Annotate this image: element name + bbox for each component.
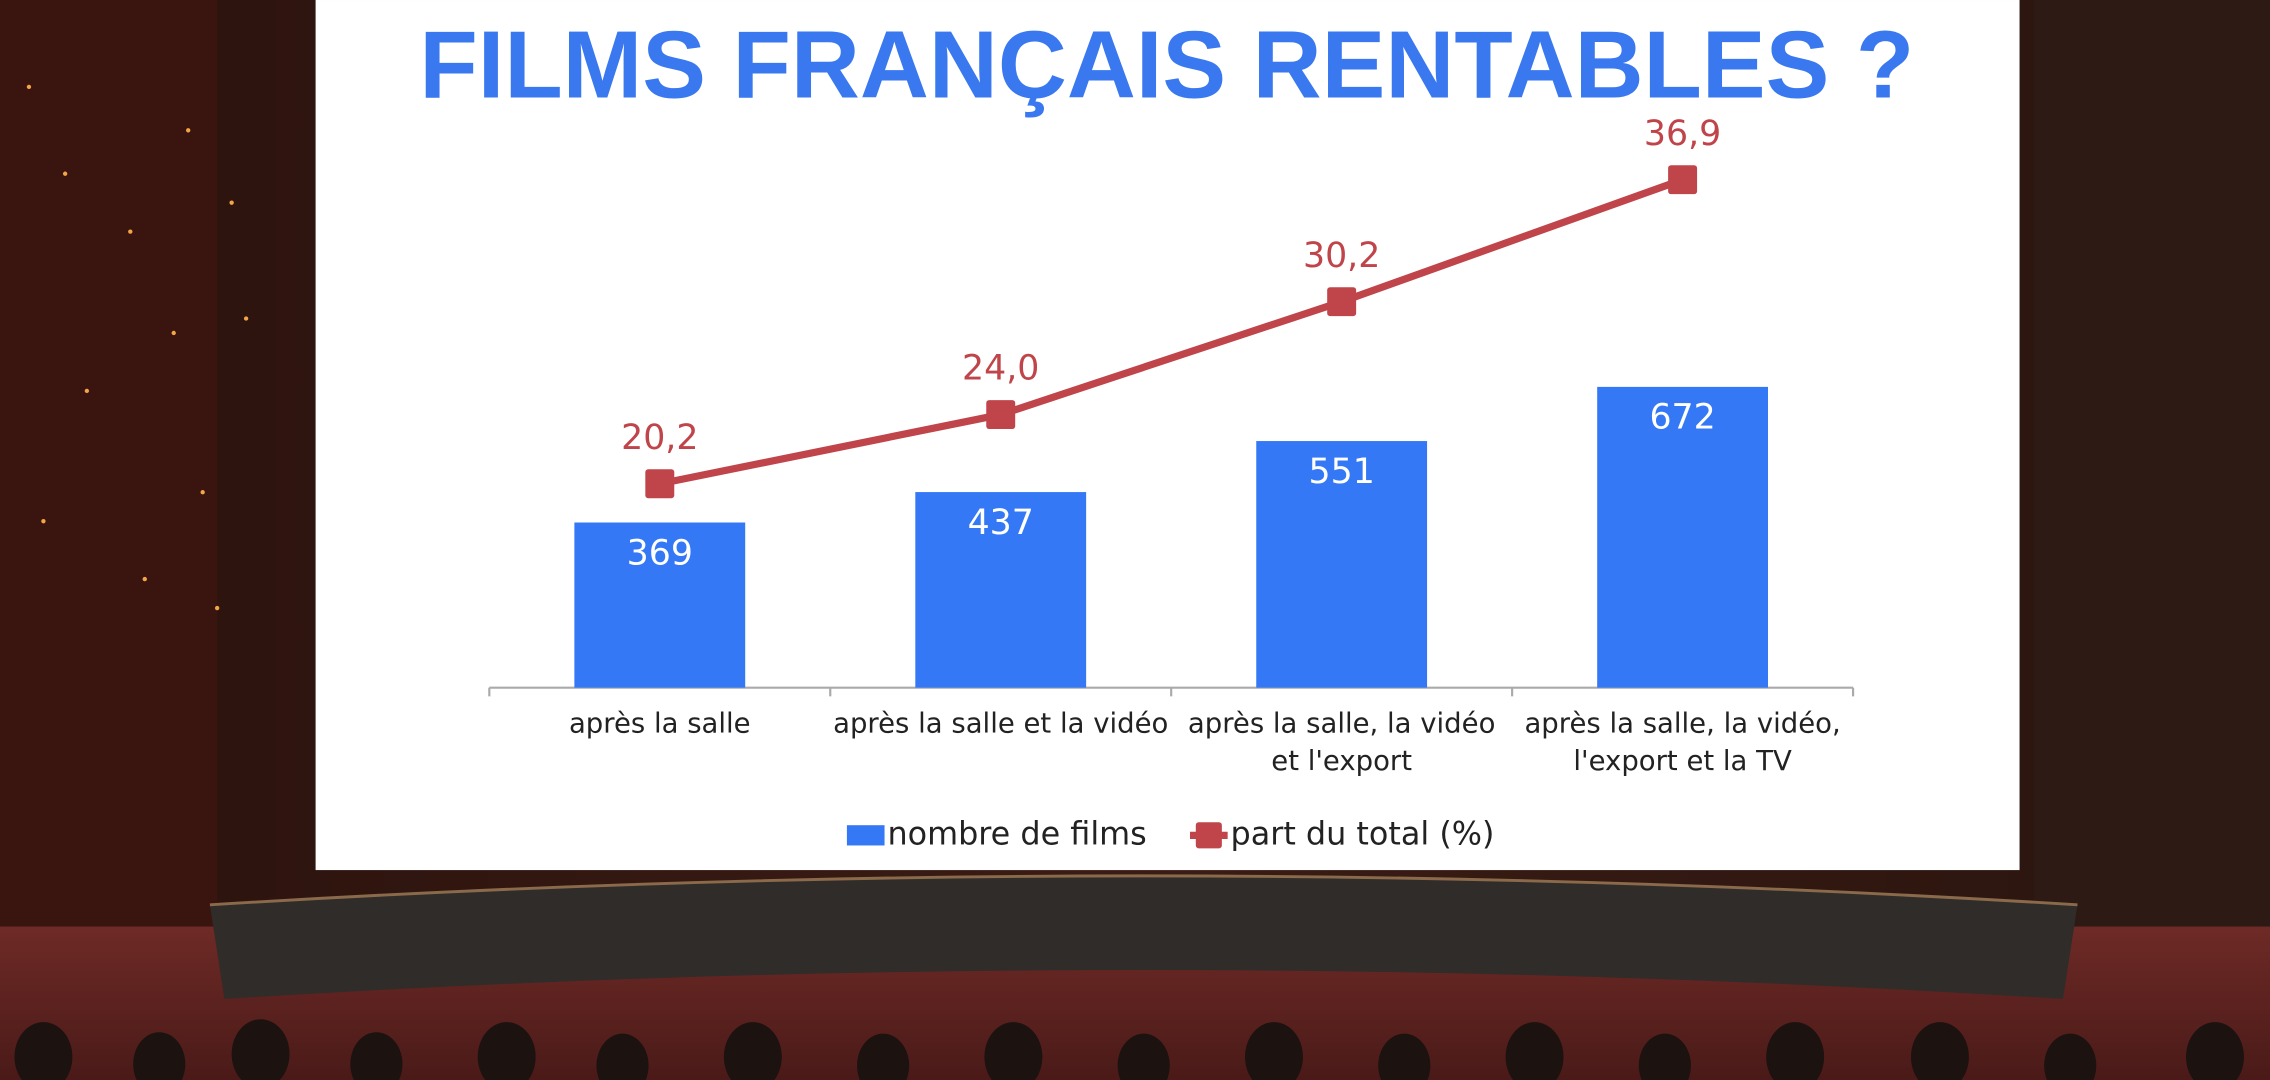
legend-swatch [846,825,885,846]
stage-edge [209,874,2078,907]
bar-value-label: 437 [968,503,1034,543]
line-marker [1327,287,1357,317]
curtain-left [0,0,218,927]
x-tick-label: après la salle, la vidéo, l'export et la… [1524,707,1841,778]
x-label-box: après la salle et la vidéo [833,707,1169,740]
curtain-right [2034,0,2270,927]
line-marker [645,469,675,499]
bar [574,522,746,688]
stage [209,875,2078,999]
x-label-box: après la salle [568,707,751,740]
line-marker [986,400,1016,430]
bar [915,492,1087,688]
audience [14,1019,2244,1080]
legend-label: nombre de films [887,814,1146,852]
chart-title: FILMS FRANÇAIS RENTABLES ? [419,13,1914,119]
plot: après la salle après la salle et la vidéo… [488,114,1855,852]
line-marker [1668,165,1698,195]
x-tick-label: après la salle, la vidéo et l'export [1187,707,1496,778]
line [659,176,1684,488]
bar-value-label: 672 [1649,398,1715,438]
bar [1256,441,1428,688]
x-tick-label: après la salle [568,707,751,740]
lights [26,84,249,611]
x-label-box: après la salle, la vidéo et l'export [1187,707,1496,778]
x-label-box: après la salle, la vidéo, l'export et la… [1524,707,1841,778]
x-tick-label: après la salle et la vidéo [833,707,1169,740]
line-value-label: 20,2 [621,418,698,458]
bar-value-label: 551 [1309,452,1375,492]
line-value-label: 36,9 [1644,114,1721,154]
bar [1597,386,1769,688]
line-value-label: 24,0 [962,349,1039,389]
bar-value-label: 369 [627,533,693,573]
legend-swatch [1195,822,1222,849]
line-value-label: 30,2 [1303,236,1380,276]
legend-label: part du total (%) [1231,814,1495,852]
